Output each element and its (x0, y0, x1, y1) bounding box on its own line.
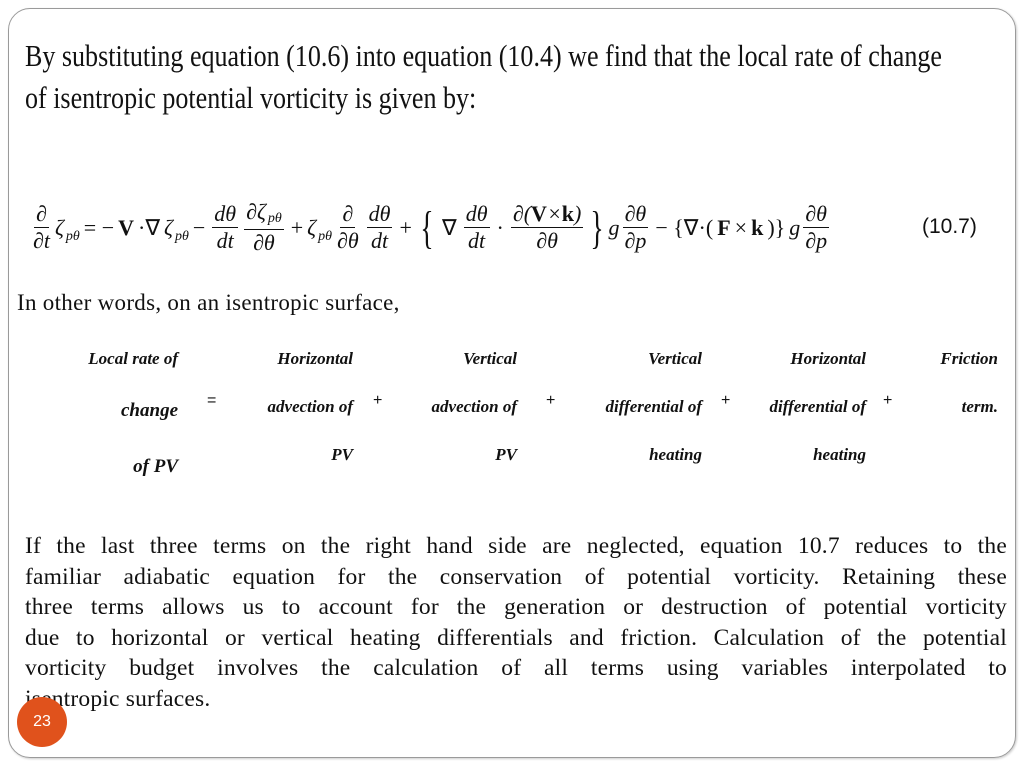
term-lhs-3: of PV (133, 456, 178, 477)
plus-sign: + (546, 392, 556, 409)
equation-10-7: ∂ ∂t ζ pθ = − V ·∇ ζ pθ − dθ dt ∂ζ pθ ∂θ + ζ pθ ∂ ∂θ… (33, 199, 829, 255)
term-4-3: heating (813, 445, 866, 464)
heading-line-2: of isentropic potential vorticity is giv… (25, 80, 477, 115)
term-2-1: Vertical (463, 349, 517, 368)
heading-line-1: By substituting equation (10.6) into equ… (25, 38, 942, 73)
plus-sign: + (373, 392, 383, 409)
term-1-3: PV (331, 445, 353, 464)
term-5-2: term. (961, 397, 998, 416)
slide-frame (8, 8, 1016, 758)
paragraph-line: isentropic surfaces. (25, 685, 211, 712)
term-lhs-2: change (121, 400, 178, 421)
term-lhs-1: Local rate of (88, 349, 178, 368)
equation-number: (10.7) (922, 215, 977, 238)
slide-number-badge: 23 (17, 697, 67, 747)
paragraph-line: If the last three terms on the right han… (25, 533, 1007, 559)
term-2-3: PV (495, 445, 517, 464)
term-4-2: differential of (769, 397, 866, 416)
paragraph-line: familiar adiabatic equation for the cons… (25, 563, 1007, 590)
equals-sign: = (207, 392, 217, 409)
term-3-1: Vertical (648, 349, 702, 368)
term-2-2: advection of (431, 397, 517, 416)
body-paragraph: If the last three terms on the right han… (25, 531, 1007, 714)
paragraph-line: three terms allows us to account for the… (25, 594, 1007, 620)
plus-sign: + (721, 392, 731, 409)
intro-text: In other words, on an isentropic surface… (17, 290, 400, 315)
paragraph-line: due to horizontal or vertical heating di… (25, 624, 1007, 651)
plus-sign: + (883, 392, 893, 409)
term-5-1: Friction (940, 349, 998, 368)
term-1-2: advection of (267, 397, 353, 416)
paragraph-line: vorticity budget involves the calculatio… (25, 655, 1007, 681)
term-3-3: heating (649, 445, 702, 464)
slide-number: 23 (33, 713, 51, 730)
term-3-2: differential of (605, 397, 702, 416)
term-1-1: Horizontal (277, 349, 353, 368)
term-4-1: Horizontal (790, 349, 866, 368)
